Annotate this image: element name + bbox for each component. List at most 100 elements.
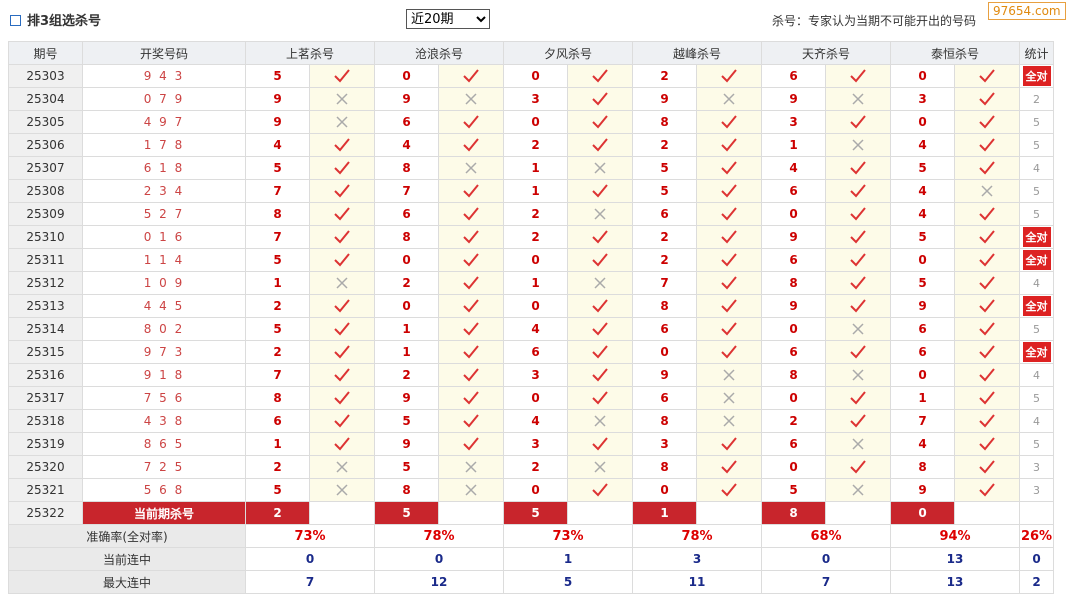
cross-icon — [465, 93, 477, 105]
result-cell — [309, 179, 375, 203]
cross-icon — [723, 93, 735, 105]
kill-number: 4 — [890, 133, 955, 157]
column-header: 开奖号码 — [82, 41, 246, 65]
result-cell — [954, 478, 1020, 502]
empty-cell — [567, 501, 633, 525]
kill-number: 7 — [632, 271, 697, 295]
check-icon — [850, 161, 866, 175]
top-bar: 排3组选杀号 近20期 杀号：专家认为当期不可能开出的号码 97654.com — [0, 0, 1072, 36]
result-cell — [438, 386, 504, 410]
kill-number: 8 — [374, 478, 439, 502]
result-cell — [309, 478, 375, 502]
result-cell — [567, 386, 633, 410]
empty-cell — [696, 501, 762, 525]
check-icon — [721, 322, 737, 336]
draw-number: 0 7 9 — [82, 87, 246, 111]
kill-number: 2 — [245, 294, 310, 318]
kill-number: 7 — [374, 179, 439, 203]
period: 25304 — [8, 87, 83, 111]
check-icon — [850, 69, 866, 83]
result-cell — [309, 271, 375, 295]
result-cell — [954, 455, 1020, 479]
draw-number: 7 5 6 — [82, 386, 246, 410]
result-cell — [954, 271, 1020, 295]
current-row: 25322 当前期杀号 2 5 5 1 8 0 — [8, 501, 1054, 525]
check-icon — [334, 391, 350, 405]
result-cell — [696, 133, 762, 157]
stat: 5 — [1033, 138, 1040, 152]
period-select[interactable]: 近20期 — [406, 9, 490, 29]
kill-number: 5 — [890, 156, 955, 180]
check-icon — [592, 437, 608, 451]
check-icon — [721, 207, 737, 221]
stat-cell: 5 — [1019, 386, 1054, 410]
column-header: 沧浪杀号 — [374, 41, 504, 65]
check-icon — [334, 230, 350, 244]
kill-number: 2 — [632, 248, 697, 272]
kill-number: 0 — [761, 317, 826, 341]
stat: 全对 — [1022, 342, 1051, 362]
kill-number: 6 — [503, 340, 568, 364]
stat-cell: 3 — [1019, 478, 1054, 502]
stat: 全对 — [1022, 296, 1051, 316]
check-icon — [721, 483, 737, 497]
check-icon — [979, 253, 995, 267]
check-icon — [721, 161, 737, 175]
result-cell — [696, 225, 762, 249]
stat-cell: 全对 — [1019, 294, 1054, 318]
check-icon — [850, 460, 866, 474]
check-icon — [721, 276, 737, 290]
result-cell — [825, 386, 891, 410]
summary-row: 最大连中 7 12 5 11 7 13 2 — [8, 570, 1054, 594]
check-icon — [334, 161, 350, 175]
kill-number: 3 — [761, 110, 826, 134]
result-cell — [696, 202, 762, 226]
kill-number: 2 — [374, 271, 439, 295]
result-cell — [825, 110, 891, 134]
stat: 3 — [1033, 460, 1040, 474]
kill-number: 0 — [503, 386, 568, 410]
result-cell — [825, 409, 891, 433]
watermark: 97654.com — [988, 2, 1066, 20]
kill-number: 0 — [761, 455, 826, 479]
stat: 5 — [1033, 437, 1040, 451]
empty-cell — [1019, 501, 1054, 525]
result-cell — [696, 478, 762, 502]
check-icon — [334, 345, 350, 359]
stat-cell: 4 — [1019, 363, 1054, 387]
cross-icon — [723, 369, 735, 381]
check-icon — [721, 115, 737, 129]
result-cell — [438, 363, 504, 387]
check-icon — [463, 322, 479, 336]
check-icon — [721, 230, 737, 244]
check-icon — [850, 345, 866, 359]
result-cell — [696, 386, 762, 410]
result-cell — [438, 87, 504, 111]
summary-value: 78% — [632, 524, 762, 548]
check-icon — [979, 368, 995, 382]
check-icon — [979, 92, 995, 106]
kill-number: 8 — [245, 386, 310, 410]
column-header: 天齐杀号 — [761, 41, 891, 65]
check-icon — [979, 115, 995, 129]
empty-cell — [825, 501, 891, 525]
result-cell — [309, 340, 375, 364]
cross-icon — [594, 461, 606, 473]
result-cell — [825, 133, 891, 157]
stat-cell: 2 — [1019, 87, 1054, 111]
kill-number: 0 — [890, 363, 955, 387]
check-icon — [592, 345, 608, 359]
summary-value: 13 — [890, 570, 1020, 594]
check-icon — [721, 69, 737, 83]
result-cell — [954, 133, 1020, 157]
result-cell — [309, 64, 375, 88]
summary-value: 7 — [245, 570, 375, 594]
stat: 5 — [1033, 184, 1040, 198]
result-cell — [309, 294, 375, 318]
kill-number: 6 — [374, 202, 439, 226]
kill-number: 5 — [245, 64, 310, 88]
period: 25322 — [8, 501, 83, 525]
period: 25316 — [8, 363, 83, 387]
kill-number: 1 — [374, 317, 439, 341]
kill-number: 8 — [632, 455, 697, 479]
